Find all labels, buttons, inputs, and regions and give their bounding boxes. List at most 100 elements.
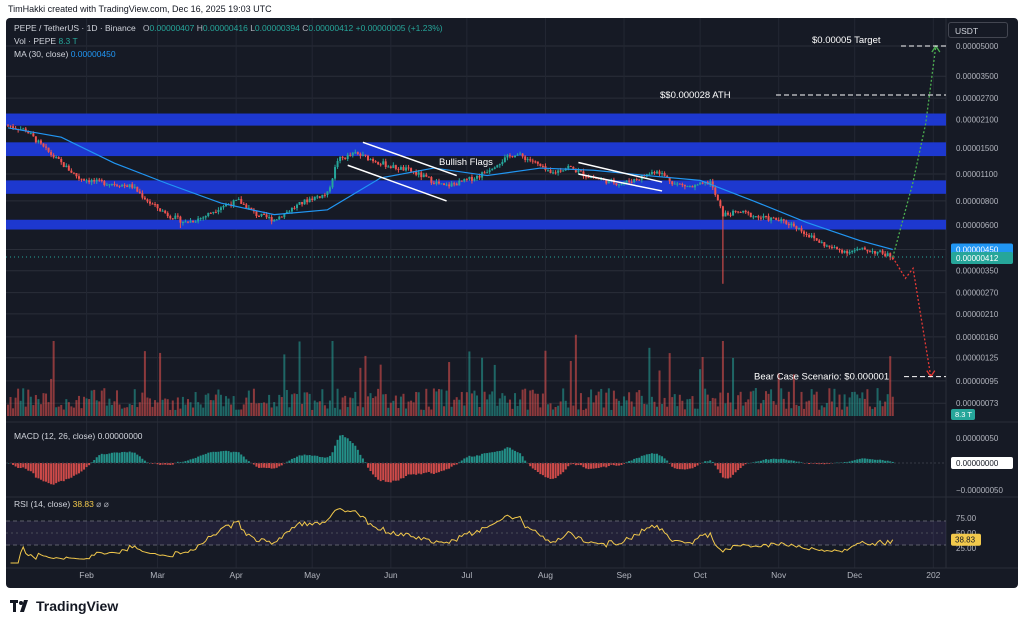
support-resistance-zones <box>6 113 946 230</box>
volume-bar <box>235 409 238 416</box>
macd-bar <box>519 453 522 463</box>
candle-body <box>65 165 68 167</box>
candle-body <box>846 250 849 254</box>
candle-body <box>554 172 557 174</box>
volume-bar <box>506 402 509 416</box>
volume-bar <box>260 403 263 416</box>
volume-bar <box>519 399 522 416</box>
candle-body <box>557 170 560 173</box>
candle-body <box>369 159 372 161</box>
macd-bar <box>762 459 765 463</box>
volume-bar <box>341 397 344 416</box>
macd-label[interactable]: MACD (12, 26, close) <box>14 431 96 441</box>
volume-bar <box>815 391 818 416</box>
volume-bar <box>511 408 514 416</box>
candle-body <box>293 207 296 209</box>
macd-bar <box>595 463 598 469</box>
volume-bar <box>301 403 304 416</box>
volume-bar <box>539 407 542 416</box>
volume-tag-text: 8.3 T <box>955 410 972 419</box>
volume-bar <box>179 408 182 416</box>
candle-body <box>825 245 828 247</box>
volume-bar <box>721 341 724 416</box>
macd-bar <box>131 452 134 463</box>
candle-body <box>501 161 504 165</box>
candle-body <box>683 184 686 187</box>
macd-bar <box>98 455 101 463</box>
volume-bar <box>562 388 565 416</box>
volume-bar <box>151 406 154 416</box>
macd-bar <box>417 463 420 474</box>
ma-label[interactable]: MA (30, close) <box>14 49 69 59</box>
volume-bar <box>800 391 803 416</box>
volume-bar <box>572 405 575 416</box>
candle-body <box>737 211 740 213</box>
macd-bar <box>851 460 854 463</box>
volume-bar <box>257 403 260 416</box>
macd-bar <box>27 463 30 471</box>
macd-bar <box>562 463 565 473</box>
volume-bar <box>7 404 9 416</box>
chart-canvas[interactable]: $0.00005 Target $$0.000028 ATH Bullish Fla… <box>6 18 1018 588</box>
macd-bar <box>19 463 22 469</box>
volume-bar <box>856 394 859 416</box>
candle-body <box>453 183 456 185</box>
tradingview-logo[interactable]: TradingView <box>10 598 118 614</box>
volume-bar <box>635 392 638 416</box>
candle-body <box>85 180 88 182</box>
candle-body <box>876 251 879 254</box>
candle-body <box>483 172 486 174</box>
candle-body <box>138 191 141 194</box>
volume-label[interactable]: Vol · PEPE <box>14 36 57 46</box>
candle-body <box>209 212 212 214</box>
macd-bar <box>133 452 136 463</box>
macd-bar <box>493 451 496 463</box>
macd-bar <box>448 463 451 469</box>
chart-area[interactable]: $0.00005 Target $$0.000028 ATH Bullish Fla… <box>6 18 1018 588</box>
volume-bar <box>868 406 871 416</box>
macd-bar <box>268 463 271 468</box>
candle-body <box>174 215 177 219</box>
volume-bar <box>534 393 537 416</box>
rsi-label[interactable]: RSI (14, close) <box>14 499 71 509</box>
volume-bar <box>432 388 435 416</box>
candle-body <box>52 154 55 158</box>
macd-bar <box>486 453 489 463</box>
rsi-icons: ⌀ ⌀ <box>96 499 109 509</box>
candle-body <box>181 221 184 223</box>
candle-body <box>458 180 461 186</box>
macd-bar <box>323 457 326 463</box>
candle-body <box>197 218 200 222</box>
macd-bar <box>881 460 884 463</box>
volume-bar <box>85 398 88 416</box>
macd-bar <box>663 458 666 463</box>
candle-body <box>808 234 811 238</box>
candle-body <box>749 212 752 218</box>
volume-bar <box>242 404 245 416</box>
volume-bar <box>339 409 342 416</box>
candle-body <box>354 152 357 154</box>
symbol-title[interactable]: PEPE / TetherUS · 1D · Binance <box>14 23 136 33</box>
macd-bar <box>316 455 319 463</box>
volume-bar <box>541 393 544 416</box>
candle-body <box>290 207 293 212</box>
candle-body <box>493 167 496 169</box>
time-tick-label: Apr <box>230 570 243 580</box>
candle-body <box>524 156 527 160</box>
volume-bar <box>719 392 722 416</box>
volume-bar <box>214 394 217 416</box>
macd-bar <box>227 451 230 463</box>
macd-bar <box>118 452 121 463</box>
volume-bar <box>105 405 108 416</box>
macd-bar <box>539 463 542 475</box>
macd-bar <box>12 463 15 465</box>
macd-bar <box>835 462 838 464</box>
macd-bar <box>739 463 742 469</box>
volume-bar <box>34 395 37 416</box>
volume-bar <box>171 400 174 416</box>
candle-body <box>440 183 443 185</box>
candle-body <box>334 167 337 179</box>
macd-bar <box>126 452 129 463</box>
currency-button[interactable]: USDT <box>948 22 1008 38</box>
macd-bar <box>450 463 453 467</box>
